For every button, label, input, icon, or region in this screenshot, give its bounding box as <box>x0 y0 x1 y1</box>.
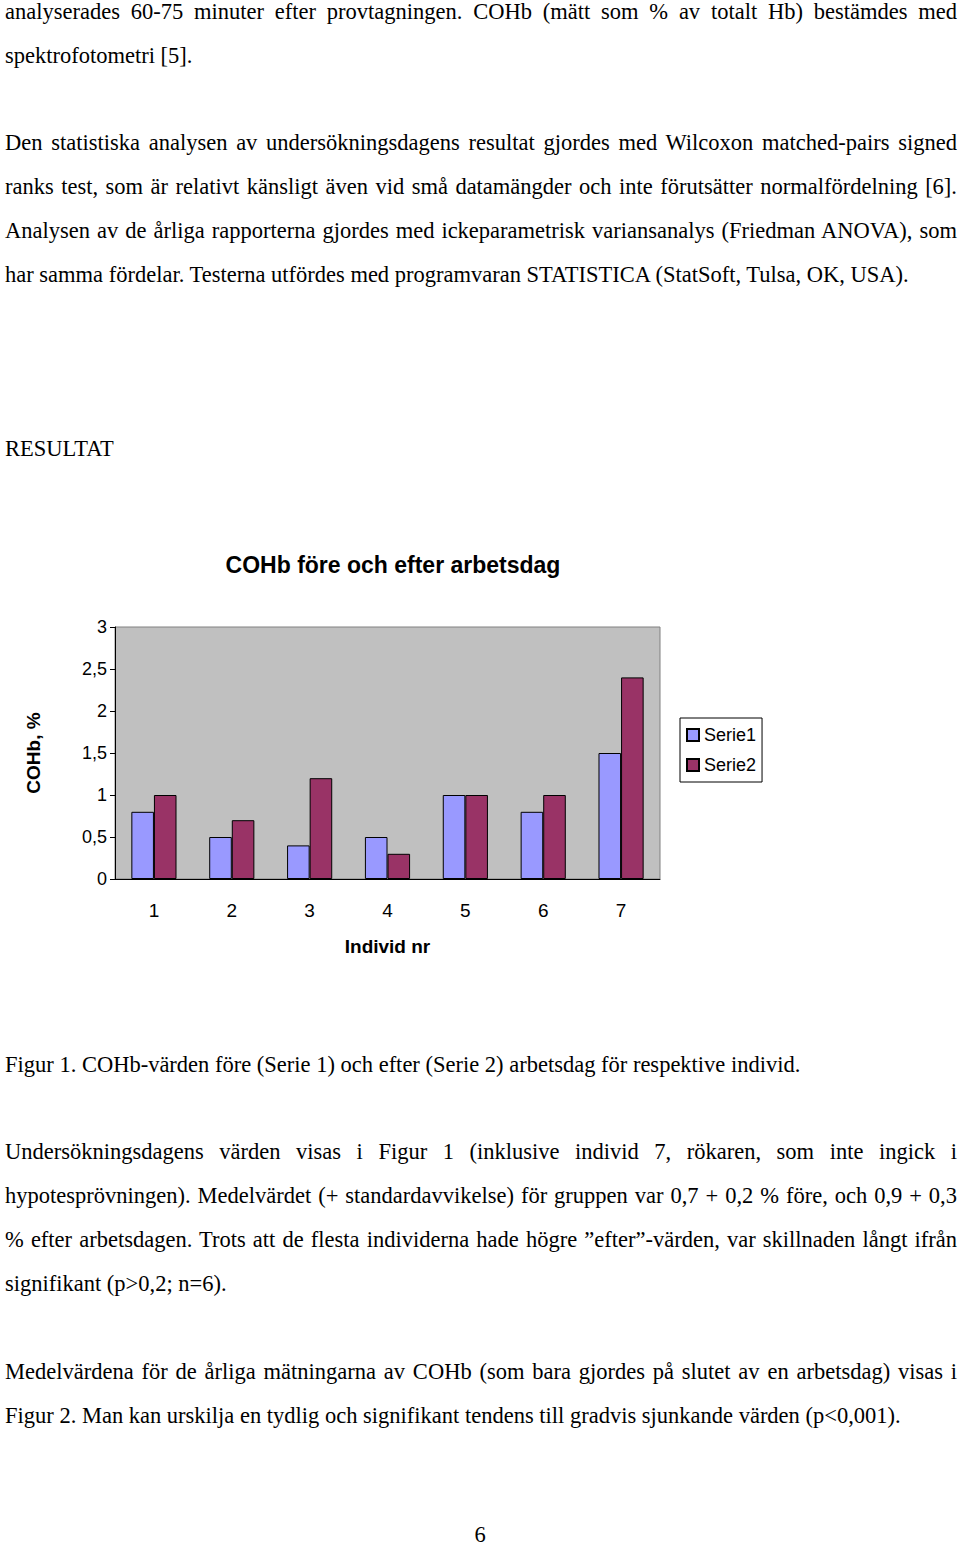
svg-text:7: 7 <box>616 900 627 921</box>
html-text:Undersökningsdagens värden vis: Undersökningsdagens värden visas i Figur… <box>5 1139 957 1296</box>
svg-text:COHb, %: COHb, % <box>23 712 44 793</box>
html-text:RESULTAT: RESULTAT <box>5 436 114 461</box>
svg-text:1,5: 1,5 <box>82 743 107 763</box>
html-text:Figur 1. COHb-värden före (Ser: Figur 1. COHb-värden före (Serie 1) och … <box>5 1052 801 1077</box>
html-text:6: 6 <box>474 1522 486 1547</box>
svg-text:Serie2: Serie2 <box>704 755 756 775</box>
svg-text:0,5: 0,5 <box>82 827 107 847</box>
svg-text:5: 5 <box>460 900 471 921</box>
svg-text:0: 0 <box>97 869 107 889</box>
html-text:Den statistiska analysen av un: Den statistiska analysen av undersökning… <box>5 130 957 287</box>
svg-text:4: 4 <box>382 900 393 921</box>
svg-text:1: 1 <box>149 900 160 921</box>
svg-text:2,5: 2,5 <box>82 659 107 679</box>
svg-text:COHb före och efter arbetsdag: COHb före och efter arbetsdag <box>226 552 561 578</box>
svg-text:Individ nr: Individ nr <box>345 936 431 957</box>
svg-text:6: 6 <box>538 900 549 921</box>
svg-text:3: 3 <box>304 900 315 921</box>
svg-text:2: 2 <box>97 701 107 721</box>
svg-text:2: 2 <box>226 900 237 921</box>
svg-text:1: 1 <box>97 785 107 805</box>
html-text:Medelvärdena för de årliga mät: Medelvärdena för de årliga mätningarna a… <box>5 1359 957 1428</box>
svg-text:Serie1: Serie1 <box>704 725 756 745</box>
html-text:analyserades 60-75 minuter eft: analyserades 60-75 minuter efter provtag… <box>5 0 957 68</box>
svg-text:3: 3 <box>97 617 107 637</box>
